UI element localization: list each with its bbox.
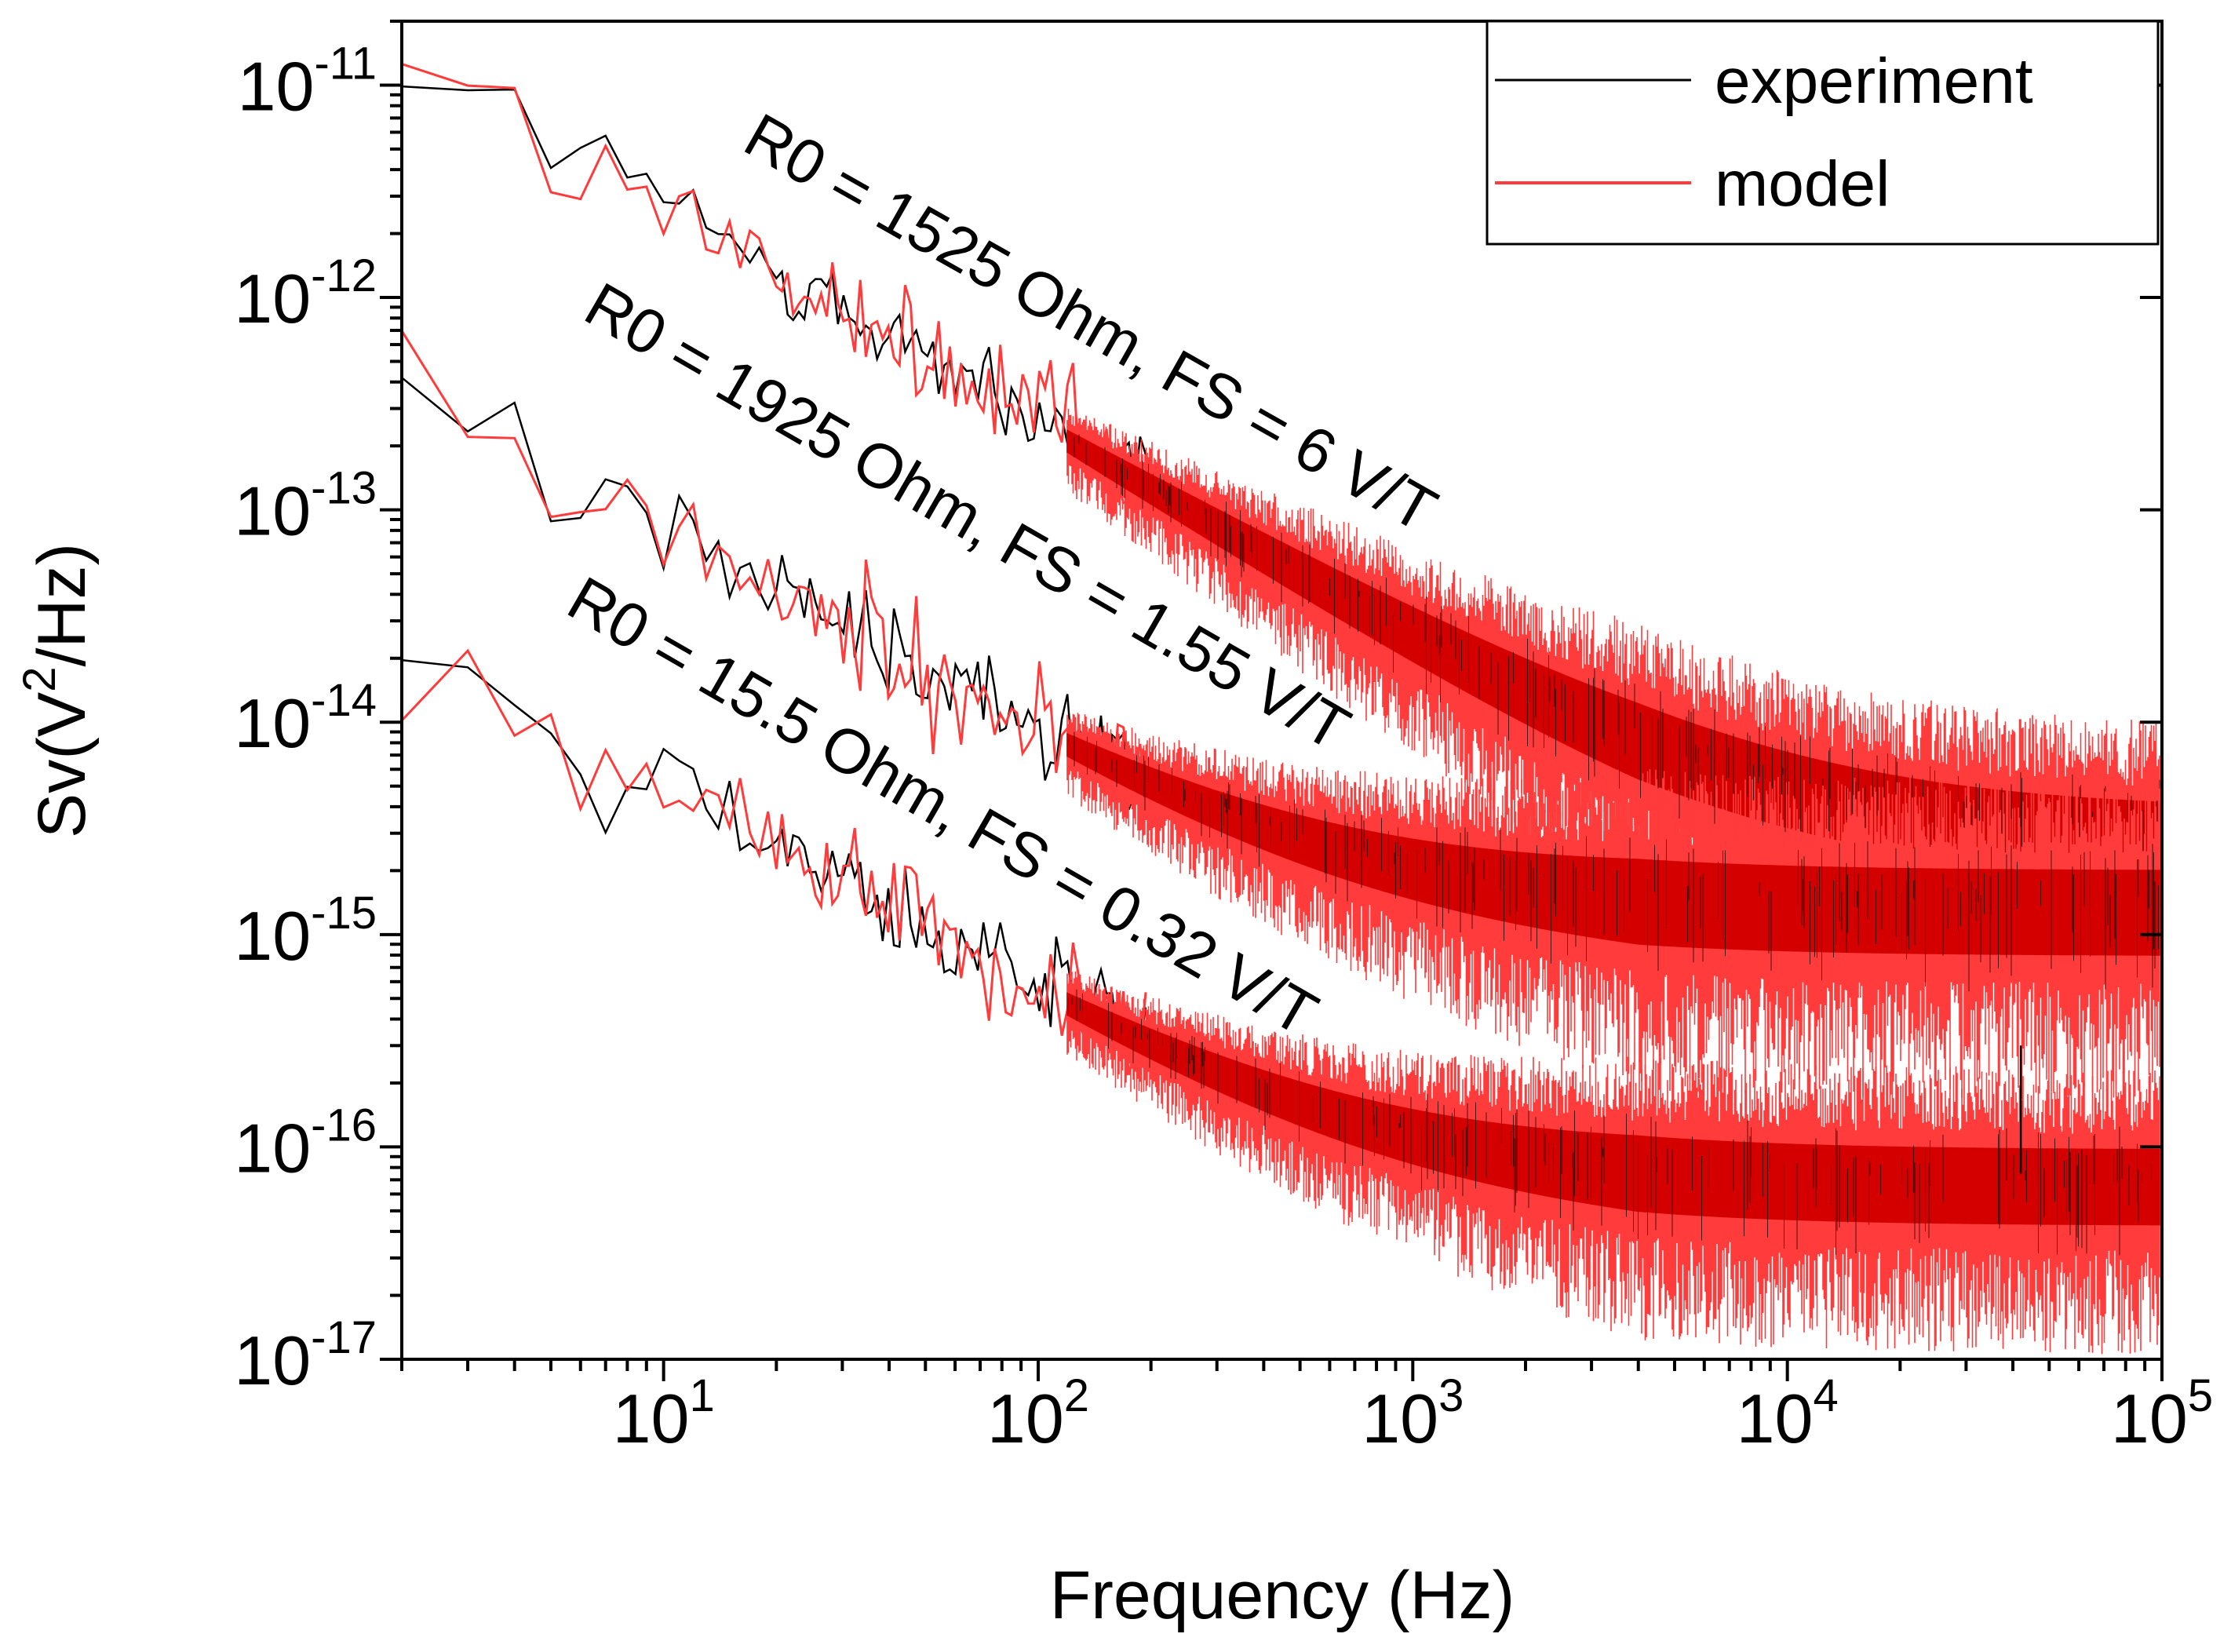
legend: experiment model	[1486, 20, 2160, 246]
y-axis-title-prefix: Sv(V	[24, 692, 100, 838]
x-tick-label: 103	[1362, 1370, 1464, 1457]
model-noise-core	[1066, 733, 2160, 956]
experiment-line-low	[401, 377, 1147, 810]
y-tick-label: 10-17	[234, 1312, 377, 1399]
x-tick-label: 101	[613, 1370, 715, 1457]
curve-group	[400, 648, 2160, 1355]
y-tick-label: 10-16	[234, 1100, 377, 1187]
y-tick-label: 10-13	[234, 463, 377, 550]
experiment-noise-band	[1068, 989, 2152, 1256]
y-tick-label: 10-15	[234, 888, 377, 975]
curves-layer	[400, 63, 2160, 1355]
plot-frame	[400, 20, 2164, 1361]
x-tick-label: 105	[2111, 1370, 2213, 1457]
experiment-line-low	[401, 658, 1147, 1044]
x-tick-label: 102	[987, 1370, 1089, 1457]
y-axis-title-suffix: /Hz)	[24, 543, 100, 667]
y-axis-title: Sv(V2/Hz)	[14, 543, 100, 838]
y-tick-label: 10-11	[238, 38, 377, 125]
y-tick-label: 10-12	[234, 250, 377, 337]
experiment-noise-band	[1068, 731, 2159, 992]
x-tick-label: 104	[1737, 1370, 1839, 1457]
y-axis-title-sup: 2	[14, 667, 65, 692]
labels-layer: 101 102 103 104 105 10-11 10-12 10-13 10-14 10-15…	[234, 38, 2213, 1457]
legend-label-model: model	[1715, 148, 1890, 220]
x-axis-title: Frequency (Hz)	[1050, 1558, 1515, 1633]
y-tick-label: 10-14	[234, 675, 377, 762]
curve-group	[400, 330, 2160, 1100]
legend-box	[1486, 20, 2160, 246]
legend-label-experiment: experiment	[1715, 46, 2033, 117]
model-line-low	[401, 63, 1147, 505]
